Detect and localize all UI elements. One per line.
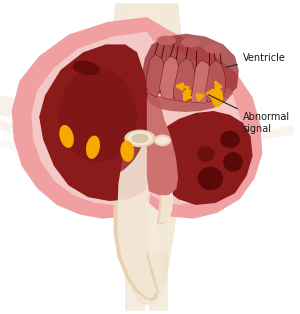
Ellipse shape bbox=[127, 132, 153, 145]
Polygon shape bbox=[149, 252, 168, 311]
Ellipse shape bbox=[124, 130, 156, 147]
Polygon shape bbox=[39, 44, 155, 201]
Polygon shape bbox=[0, 120, 108, 159]
Polygon shape bbox=[118, 139, 157, 298]
Ellipse shape bbox=[156, 137, 169, 144]
Ellipse shape bbox=[220, 131, 240, 148]
Ellipse shape bbox=[73, 61, 100, 75]
Polygon shape bbox=[127, 3, 167, 301]
Polygon shape bbox=[0, 95, 112, 139]
Text: Abnormal
signal: Abnormal signal bbox=[208, 95, 290, 133]
Ellipse shape bbox=[49, 61, 147, 179]
Polygon shape bbox=[206, 60, 225, 102]
Polygon shape bbox=[191, 60, 212, 103]
Polygon shape bbox=[155, 137, 172, 225]
Polygon shape bbox=[130, 252, 144, 311]
Polygon shape bbox=[108, 3, 186, 306]
Ellipse shape bbox=[120, 140, 134, 162]
Ellipse shape bbox=[59, 125, 74, 148]
Polygon shape bbox=[146, 54, 166, 97]
Ellipse shape bbox=[131, 133, 149, 143]
Polygon shape bbox=[12, 17, 262, 219]
Text: Ventricle: Ventricle bbox=[226, 53, 286, 67]
Polygon shape bbox=[125, 252, 145, 311]
Polygon shape bbox=[150, 252, 164, 311]
Polygon shape bbox=[147, 88, 178, 195]
Ellipse shape bbox=[157, 35, 176, 46]
Polygon shape bbox=[160, 56, 181, 100]
Ellipse shape bbox=[154, 134, 171, 146]
Ellipse shape bbox=[181, 38, 201, 47]
Polygon shape bbox=[173, 58, 196, 102]
Polygon shape bbox=[155, 111, 253, 205]
Ellipse shape bbox=[212, 88, 223, 107]
Polygon shape bbox=[147, 88, 233, 112]
Polygon shape bbox=[142, 34, 239, 102]
Polygon shape bbox=[225, 125, 294, 159]
Ellipse shape bbox=[197, 146, 214, 162]
Ellipse shape bbox=[59, 68, 137, 162]
Ellipse shape bbox=[223, 152, 243, 172]
Polygon shape bbox=[114, 137, 159, 301]
Polygon shape bbox=[157, 138, 173, 223]
Ellipse shape bbox=[205, 43, 222, 53]
Polygon shape bbox=[0, 139, 108, 172]
Ellipse shape bbox=[86, 136, 100, 159]
Ellipse shape bbox=[198, 167, 223, 190]
Polygon shape bbox=[31, 32, 243, 205]
